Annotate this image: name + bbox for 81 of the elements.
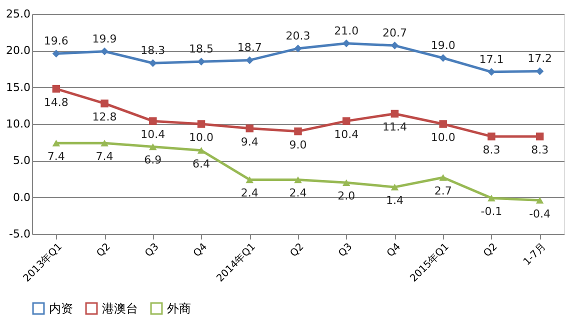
data-label: 11.4 — [382, 120, 407, 134]
data-label: 17.1 — [479, 52, 504, 66]
data-label: 19.0 — [430, 39, 456, 52]
point — [246, 176, 254, 184]
data-label: 14.8 — [44, 96, 68, 109]
point — [100, 48, 108, 56]
point — [100, 140, 108, 146]
data-label: 10.4 — [140, 128, 166, 142]
point — [197, 120, 206, 128]
point — [246, 56, 254, 64]
data-label: 9.0 — [289, 138, 307, 152]
data-label: 2.7 — [434, 184, 452, 198]
y-tick-label: 10.0 — [6, 118, 30, 130]
x-tick-label: Q3 — [143, 242, 162, 260]
legend-label: 外商 — [167, 302, 191, 316]
point — [488, 68, 496, 76]
data-label: 6.9 — [144, 154, 162, 167]
data-label: 6.4 — [192, 157, 210, 170]
y-tick-label: 15.0 — [6, 80, 30, 94]
point — [536, 132, 544, 140]
legend-label: 内资 — [49, 302, 73, 316]
y-tick-label: 0.0 — [13, 190, 30, 204]
data-label: 18.5 — [189, 42, 214, 56]
data-label: 2.4 — [289, 186, 307, 200]
data-label: 19.9 — [92, 32, 117, 46]
data-label: 10.0 — [430, 131, 456, 144]
data-label: 21.0 — [334, 24, 359, 38]
point — [246, 124, 254, 132]
x-tick-label: Q2 — [482, 242, 500, 260]
point — [294, 176, 302, 184]
data-label: 12.8 — [92, 110, 117, 124]
point — [390, 184, 399, 190]
point — [294, 127, 302, 136]
data-label: 2.0 — [338, 190, 356, 203]
point — [342, 179, 350, 186]
x-tick-label: Q3 — [336, 242, 355, 260]
x-tick-label: Q2 — [288, 242, 306, 260]
data-label: 7.4 — [47, 150, 65, 164]
point — [488, 132, 496, 140]
data-label: 18.7 — [237, 41, 262, 54]
point — [439, 54, 447, 62]
point — [439, 120, 447, 128]
x-tick-label: Q4 — [192, 242, 210, 260]
point — [390, 42, 399, 50]
data-label: 17.2 — [528, 52, 552, 66]
data-label: 18.3 — [140, 44, 166, 58]
point — [100, 100, 108, 108]
point — [52, 140, 60, 146]
point — [52, 50, 60, 58]
point — [294, 44, 302, 52]
point — [197, 147, 206, 154]
point — [536, 196, 544, 204]
x-tick-label: Q4 — [385, 242, 404, 260]
x-tick-label: 1-7月 — [522, 242, 548, 268]
legend-label: 港澳台 — [102, 302, 138, 316]
point — [52, 84, 60, 93]
point — [149, 59, 157, 68]
data-label: 20.3 — [286, 29, 310, 42]
data-label: -0.1 — [480, 205, 502, 218]
y-tick-label: 5.0 — [13, 154, 30, 168]
y-tick-label: 20.0 — [6, 44, 30, 58]
data-label: 1.4 — [386, 194, 404, 208]
data-label: 7.4 — [96, 150, 114, 164]
y-tick-label: -5.0 — [9, 228, 30, 240]
point — [390, 110, 399, 118]
point — [149, 143, 157, 150]
data-label: 19.6 — [44, 34, 68, 48]
point — [149, 117, 157, 125]
data-label: 10.4 — [334, 128, 359, 142]
y-tick-label: 25.0 — [6, 8, 30, 20]
data-label: 8.3 — [531, 143, 549, 156]
data-label: 10.0 — [189, 131, 214, 144]
point — [488, 194, 496, 202]
data-label: 2.4 — [240, 186, 258, 200]
point — [439, 174, 447, 181]
x-tick-label: Q2 — [94, 242, 113, 260]
data-label: 9.4 — [240, 135, 258, 148]
data-label: 8.3 — [482, 143, 500, 156]
data-label: -0.4 — [529, 207, 551, 220]
point — [342, 117, 350, 125]
data-label: 20.7 — [382, 26, 407, 40]
